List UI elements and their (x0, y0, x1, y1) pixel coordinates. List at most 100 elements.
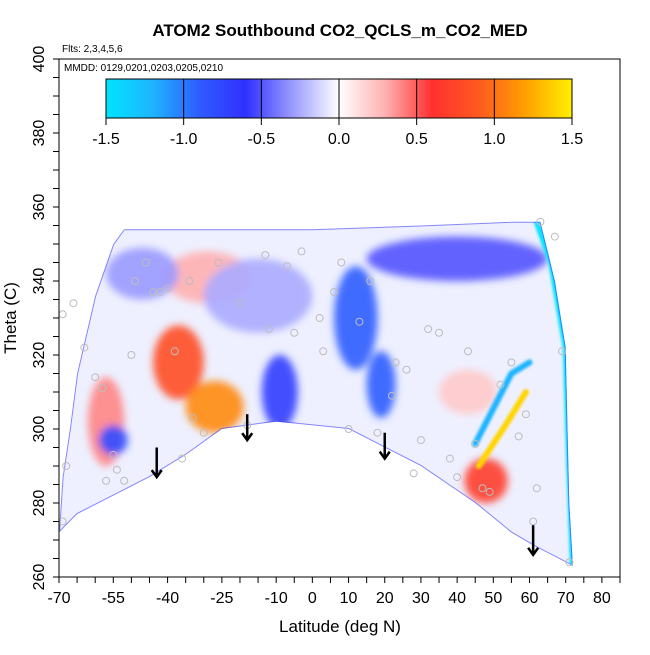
sample-point (402, 365, 411, 374)
heatmap-field (59, 221, 573, 566)
anomaly-feature (334, 266, 378, 370)
sample-point (62, 462, 71, 470)
sample-point (156, 288, 165, 297)
sample-point (453, 473, 462, 482)
sample-point (163, 284, 172, 293)
colorbar-tick-label: -1.0 (170, 131, 198, 148)
y-axis: 260 280 300 320 340 360 380 400 (31, 46, 59, 591)
x-tick-label: 20 (376, 590, 394, 607)
sample-point (507, 358, 516, 367)
sample-point (170, 347, 179, 356)
heatmap-clip-group (59, 221, 573, 566)
sample-point (297, 247, 306, 256)
down-arrow (241, 414, 254, 443)
sample-point (445, 454, 454, 463)
anomaly-feature (464, 458, 508, 503)
sample-point (485, 487, 494, 496)
sample-point (355, 317, 364, 326)
sample-point (120, 476, 129, 485)
x-tick-label: 80 (593, 590, 611, 607)
sample-point (391, 358, 400, 367)
gradient-band (472, 359, 533, 447)
anomaly-feature (439, 369, 497, 415)
anomaly-feature (98, 425, 128, 455)
sample-point (290, 328, 299, 337)
x-tick-label: 10 (340, 590, 358, 607)
sample-point (214, 258, 223, 267)
x-axis: -70 -55 -40 -25 -10 0 10 20 30 40 50 60 70 80 (47, 577, 621, 607)
sample-point (565, 558, 574, 567)
domain-background (59, 221, 573, 566)
colorbar: -1.5 -1.0 -0.5 0.0 0.5 1.0 1.5 (92, 78, 583, 148)
sample-point (409, 469, 418, 478)
sample-point (178, 454, 187, 463)
sample-point (550, 232, 559, 241)
arrow-head (378, 450, 391, 461)
anomaly-feature (106, 247, 179, 300)
sample-point (536, 217, 545, 226)
down-arrow (150, 447, 163, 480)
chart-title: ATOM2 Southbound CO2_QCLS_m_CO2_MED (152, 21, 527, 40)
x-tick-label: -55 (102, 590, 125, 607)
arrow-head (150, 469, 163, 480)
x-tick-label: -70 (47, 590, 70, 607)
gradient-band (475, 389, 529, 469)
anomaly-features (87, 236, 548, 503)
sample-point (91, 373, 100, 382)
sample-point (261, 251, 270, 260)
sample-point (435, 328, 444, 337)
colorbar-tick-label: 1.0 (483, 131, 505, 148)
sample-point (471, 439, 480, 448)
y-tick-label: 260 (31, 564, 48, 591)
anomaly-feature (366, 351, 396, 418)
y-tick-label: 380 (31, 120, 48, 147)
x-axis-label: Latitude (deg N) (279, 617, 401, 636)
sample-point (283, 262, 292, 271)
sample-point (109, 450, 118, 459)
sample-point (496, 380, 505, 389)
arrow-head (241, 432, 254, 443)
colorbar-tick-label: 0.5 (406, 131, 428, 148)
sample-point (127, 351, 136, 359)
x-tick-label: 70 (557, 590, 575, 607)
y-tick-label: 320 (31, 342, 48, 369)
anomaly-feature (366, 236, 548, 281)
sample-point (315, 314, 324, 322)
colorbar-tick-label: 1.5 (561, 131, 583, 148)
sample-point (373, 428, 382, 437)
x-tick-label: 60 (521, 590, 539, 607)
sample-point (102, 476, 111, 485)
arrows (150, 414, 540, 557)
sample-point (344, 425, 353, 433)
anomaly-feature (203, 258, 313, 333)
sample-point (69, 299, 78, 308)
sample-point (514, 432, 523, 441)
sample-point (112, 465, 121, 474)
sample-point (185, 277, 194, 285)
y-tick-label: 280 (31, 490, 48, 517)
sample-point (319, 347, 328, 356)
sample-point (80, 343, 89, 352)
sample-point (199, 428, 208, 437)
sample-point (532, 484, 541, 493)
x-tick-label: 40 (448, 590, 466, 607)
flights-label: Flts: 2,3,4,5,6 (62, 44, 123, 55)
sample-point (387, 391, 396, 400)
x-tick-label: -10 (265, 590, 288, 607)
sample-point (131, 277, 140, 285)
anomaly-feature (261, 355, 298, 429)
sample-point (366, 277, 375, 285)
x-tick-label: 50 (484, 590, 502, 607)
sample-point (264, 325, 273, 334)
colorbar-tick-label: 0.0 (328, 131, 350, 148)
sample-point (529, 517, 538, 526)
x-tick-label: 0 (308, 590, 317, 607)
y-axis-label: Theta (C) (1, 282, 20, 354)
y-tick-label: 360 (31, 194, 48, 221)
sample-point (235, 299, 244, 308)
sample-point (416, 436, 425, 445)
sample-point (58, 310, 67, 319)
y-tick-label: 340 (31, 268, 48, 295)
sample-point (424, 325, 433, 334)
